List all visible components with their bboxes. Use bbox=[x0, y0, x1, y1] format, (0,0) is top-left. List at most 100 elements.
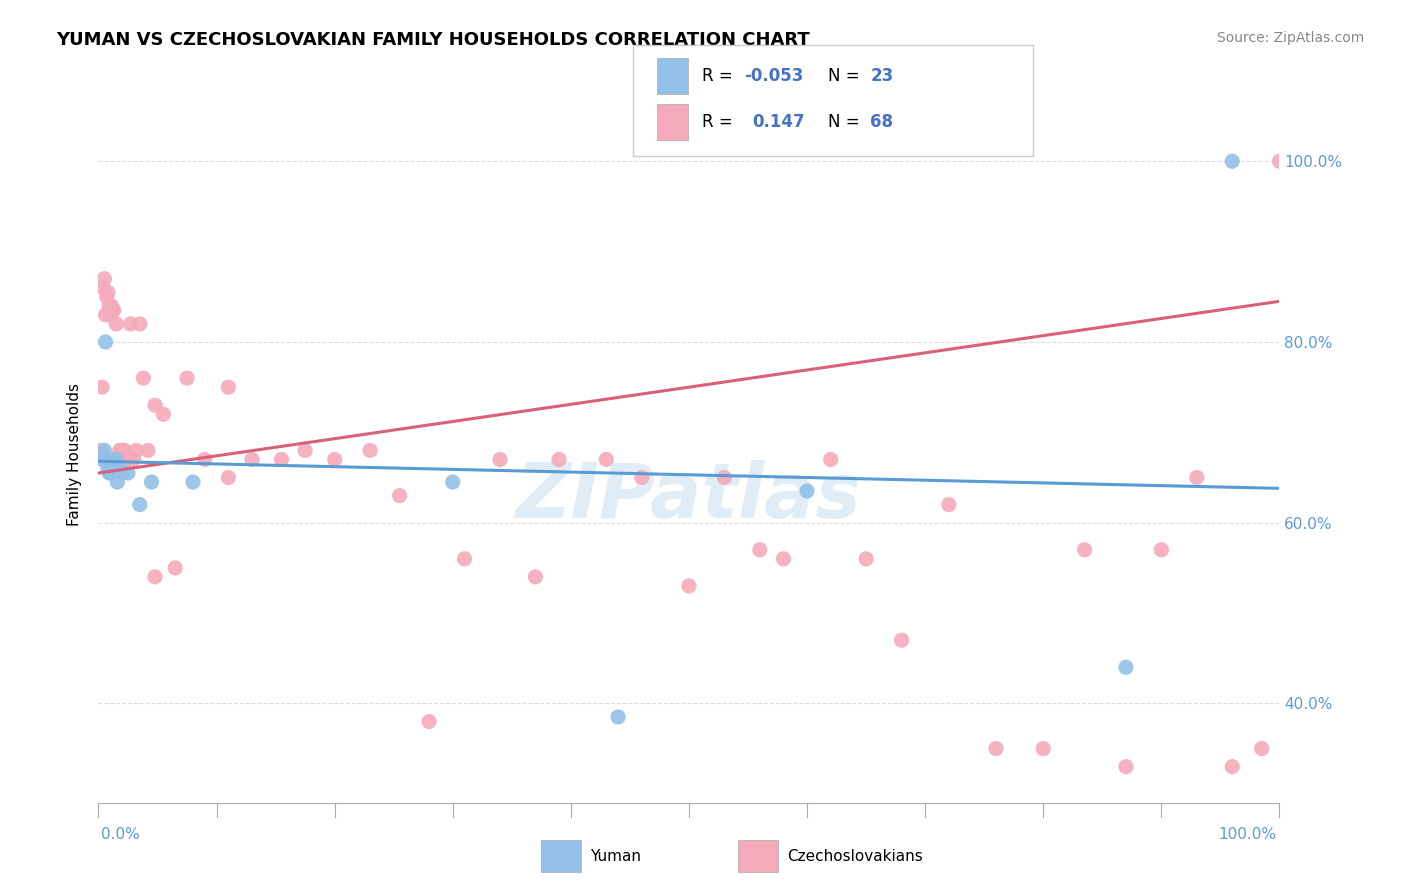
Point bbox=[122, 452, 145, 467]
Point bbox=[217, 470, 239, 484]
Point bbox=[1220, 154, 1243, 169]
Point bbox=[93, 271, 115, 285]
Point bbox=[855, 551, 877, 566]
Point bbox=[772, 551, 794, 566]
Point bbox=[117, 452, 139, 467]
Point bbox=[100, 466, 122, 480]
Point bbox=[143, 398, 166, 412]
Point bbox=[1032, 741, 1054, 756]
Point bbox=[125, 443, 148, 458]
Point bbox=[820, 452, 842, 467]
Point bbox=[176, 371, 198, 385]
Point bbox=[630, 470, 652, 484]
Point bbox=[97, 461, 120, 475]
Point bbox=[132, 371, 155, 385]
Point bbox=[97, 285, 120, 300]
Point bbox=[141, 475, 163, 489]
Text: Czechoslovakians: Czechoslovakians bbox=[787, 849, 924, 863]
Point bbox=[98, 308, 121, 322]
Point bbox=[748, 542, 770, 557]
Text: ZIPatlas: ZIPatlas bbox=[516, 459, 862, 533]
Point bbox=[194, 452, 217, 467]
Point bbox=[136, 443, 159, 458]
Point bbox=[524, 570, 547, 584]
Point bbox=[938, 498, 960, 512]
Text: N =: N = bbox=[828, 67, 865, 85]
Point bbox=[152, 407, 174, 421]
Point bbox=[128, 498, 150, 512]
Point bbox=[98, 461, 121, 475]
Text: R =: R = bbox=[702, 113, 742, 131]
Text: 68: 68 bbox=[870, 113, 893, 131]
Point bbox=[713, 470, 735, 484]
Point bbox=[105, 452, 128, 467]
Point bbox=[1220, 759, 1243, 773]
Point bbox=[1115, 660, 1137, 674]
Point bbox=[101, 457, 124, 471]
Point bbox=[105, 317, 128, 331]
Point bbox=[181, 475, 204, 489]
Point bbox=[117, 466, 139, 480]
Point bbox=[91, 452, 114, 467]
Point bbox=[90, 443, 112, 458]
Point bbox=[98, 466, 121, 480]
Text: R =: R = bbox=[702, 67, 738, 85]
Point bbox=[489, 452, 512, 467]
Text: Yuman: Yuman bbox=[591, 849, 641, 863]
Point bbox=[1268, 154, 1291, 169]
Point bbox=[111, 466, 134, 480]
Point bbox=[323, 452, 346, 467]
Point bbox=[91, 281, 114, 295]
Point bbox=[100, 299, 122, 313]
Text: 0.147: 0.147 bbox=[752, 113, 804, 131]
Point bbox=[96, 452, 118, 467]
Point bbox=[105, 452, 128, 467]
Point bbox=[1150, 542, 1173, 557]
Point bbox=[595, 452, 617, 467]
Point bbox=[104, 452, 127, 467]
Point bbox=[984, 741, 1007, 756]
Point bbox=[103, 303, 125, 318]
Point bbox=[678, 579, 700, 593]
Point bbox=[890, 633, 912, 648]
Point bbox=[96, 290, 118, 304]
Point bbox=[388, 489, 411, 503]
Point bbox=[108, 443, 131, 458]
Point bbox=[105, 475, 128, 489]
Point bbox=[1115, 759, 1137, 773]
Point bbox=[270, 452, 292, 467]
Point bbox=[453, 551, 475, 566]
Point bbox=[294, 443, 316, 458]
Point bbox=[94, 334, 117, 349]
Text: 100.0%: 100.0% bbox=[1219, 827, 1277, 841]
Point bbox=[607, 710, 630, 724]
Point bbox=[112, 443, 135, 458]
Point bbox=[240, 452, 263, 467]
Point bbox=[107, 452, 129, 467]
Point bbox=[1250, 741, 1272, 756]
Point bbox=[1073, 542, 1095, 557]
Point bbox=[111, 452, 134, 467]
Text: YUMAN VS CZECHOSLOVAKIAN FAMILY HOUSEHOLDS CORRELATION CHART: YUMAN VS CZECHOSLOVAKIAN FAMILY HOUSEHOL… bbox=[56, 31, 810, 49]
Point bbox=[101, 303, 124, 318]
Point bbox=[548, 452, 571, 467]
Point bbox=[217, 380, 239, 394]
Point bbox=[103, 457, 125, 471]
Point bbox=[120, 317, 142, 331]
Point bbox=[91, 380, 114, 394]
Text: 0.0%: 0.0% bbox=[101, 827, 141, 841]
Point bbox=[359, 443, 381, 458]
Point bbox=[796, 484, 818, 499]
Point bbox=[1185, 470, 1208, 484]
Text: 23: 23 bbox=[870, 67, 894, 85]
Point bbox=[115, 452, 138, 467]
Text: N =: N = bbox=[828, 113, 865, 131]
Text: Source: ZipAtlas.com: Source: ZipAtlas.com bbox=[1216, 31, 1364, 45]
Point bbox=[98, 299, 121, 313]
Point bbox=[108, 461, 131, 475]
Point bbox=[94, 308, 117, 322]
Point bbox=[112, 452, 135, 467]
Point bbox=[110, 443, 132, 458]
Text: -0.053: -0.053 bbox=[744, 67, 803, 85]
Point bbox=[143, 570, 166, 584]
